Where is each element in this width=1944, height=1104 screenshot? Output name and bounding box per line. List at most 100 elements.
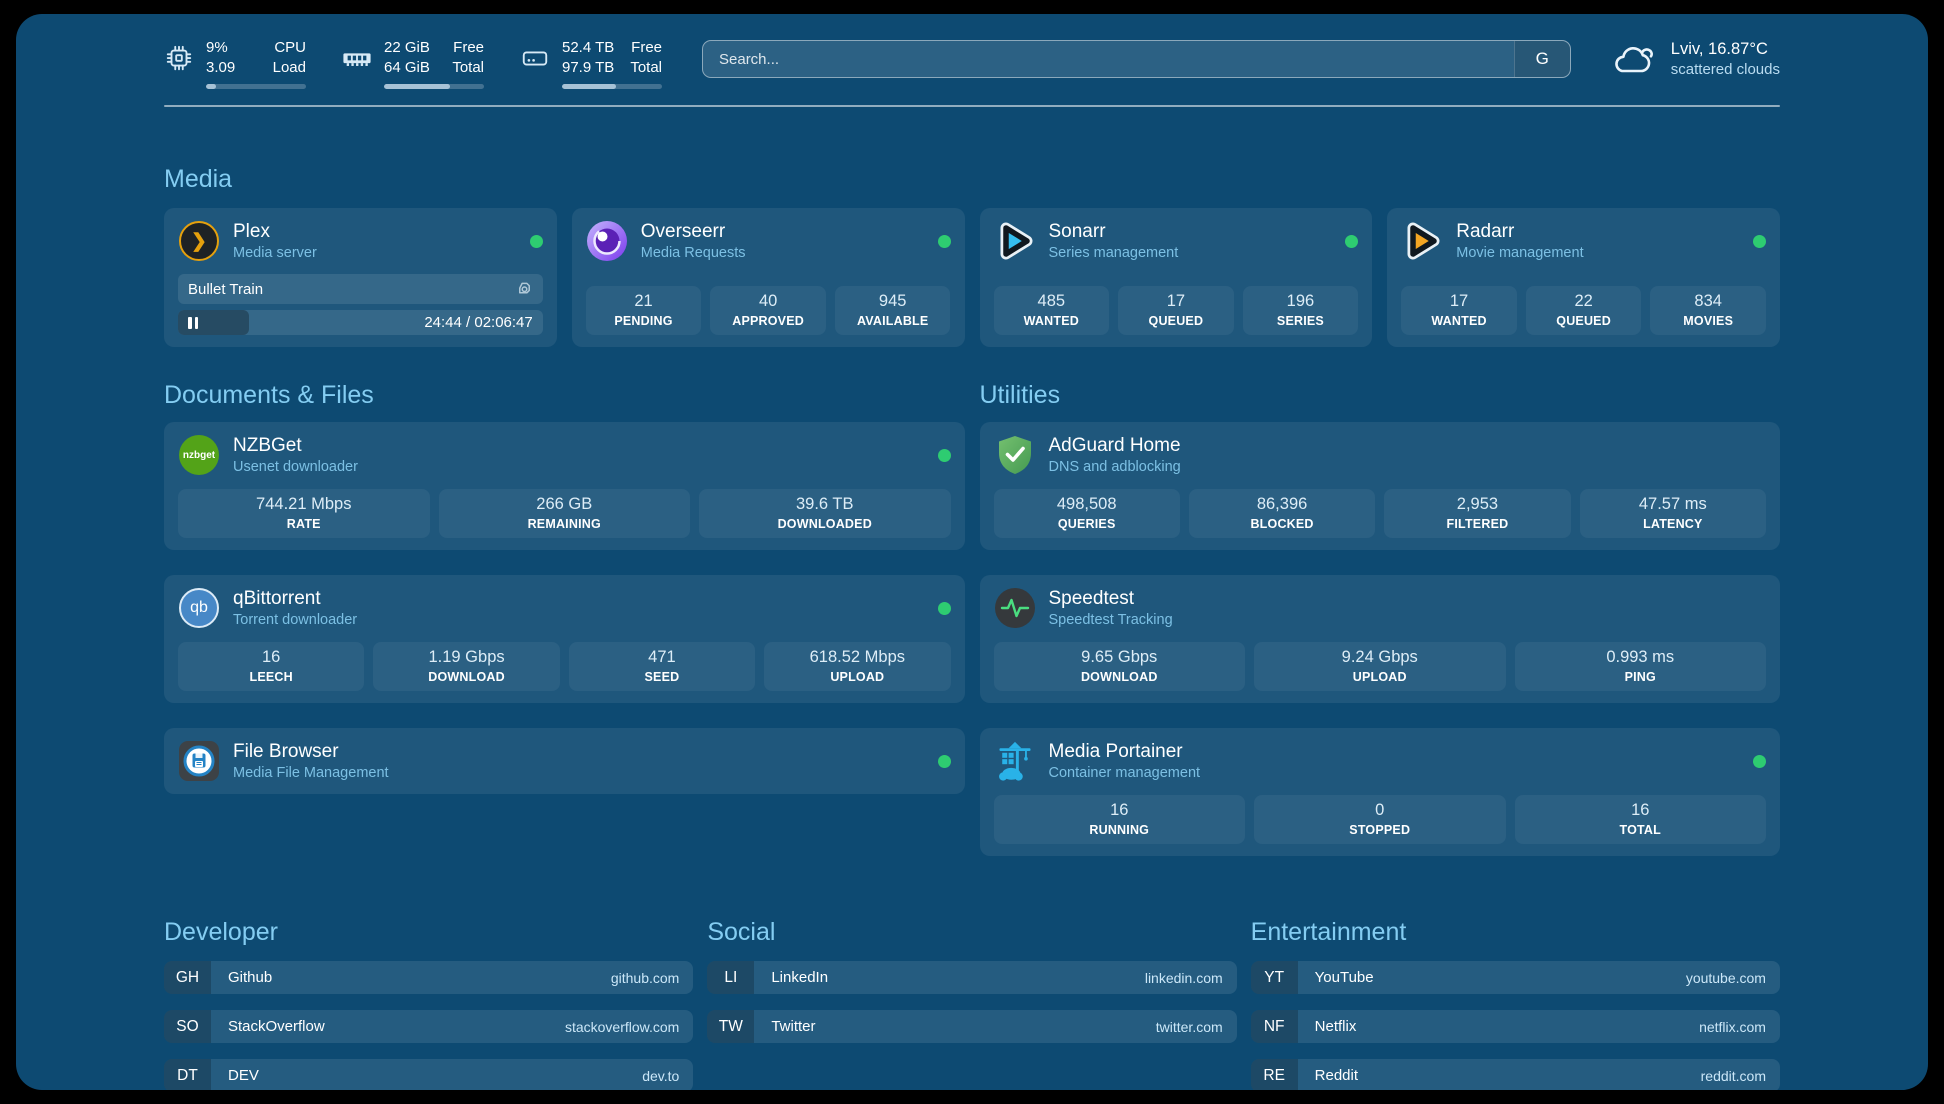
status-dot-online	[1345, 234, 1359, 248]
section-title-developer: Developer	[164, 918, 278, 946]
bookmark-abbr: DT	[164, 1059, 211, 1090]
card-nzbget-desc: Usenet downloader	[233, 459, 358, 475]
card-portainer-name: Media Portainer	[1048, 741, 1183, 762]
bookmark-group-social: Social LI LinkedIn linkedin.com TW Twitt…	[707, 918, 1237, 1090]
card-overseerr-name: Overseerr	[640, 221, 726, 242]
stat-wanted: 485 WANTED	[993, 286, 1110, 335]
memory-progress-fill	[384, 84, 450, 89]
card-radarr-desc: Movie management	[1456, 245, 1584, 261]
stat-movies: 834 MOVIES	[1650, 286, 1766, 335]
card-portainer[interactable]: Media Portainer Container management 16 …	[979, 728, 1780, 856]
top-bar: 9% 3.09 CPU Load	[164, 38, 1780, 89]
portainer-icon	[998, 741, 1031, 781]
status-dot-online	[937, 448, 951, 462]
bookmark-name: StackOverflow	[228, 1018, 325, 1035]
bookmark-stackoverflow[interactable]: SO StackOverflow stackoverflow.com	[164, 1010, 694, 1043]
card-plex-desc: Media server	[233, 245, 317, 261]
bookmark-abbr: TW	[707, 1010, 755, 1043]
nzbget-icon: nzbget	[179, 435, 219, 475]
stat-wanted: 17 WANTED	[1401, 286, 1517, 335]
card-overseerr[interactable]: Overseerr Media Requests 21 PENDING 40 A…	[571, 208, 965, 347]
disk-total-label: Total	[630, 58, 662, 76]
stat-download: 9.65 Gbps DOWNLOAD	[993, 642, 1245, 691]
card-speedtest-desc: Speedtest Tracking	[1048, 612, 1173, 628]
bookmark-link: youtube.com	[1685, 969, 1766, 986]
card-speedtest[interactable]: Speedtest Speedtest Tracking 9.65 Gbps D…	[979, 575, 1780, 703]
section-title-social: Social	[707, 918, 776, 946]
memory-widget: 22 GiB 64 GiB Free Total	[342, 38, 484, 89]
cpu-progress-track	[206, 84, 306, 89]
stat-queued: 17 QUEUED	[1118, 286, 1234, 335]
section-title-media: Media	[164, 165, 233, 193]
bookmark-twitter[interactable]: TW Twitter twitter.com	[707, 1010, 1237, 1043]
cpu-load-value: 3.09	[206, 58, 236, 76]
bookmark-link: dev.to	[642, 1067, 680, 1084]
card-adguard-name: AdGuard Home	[1048, 435, 1181, 456]
plex-icon: ❯	[179, 221, 219, 261]
stat-queued: 22 QUEUED	[1525, 286, 1642, 335]
card-nzbget-name: NZBGet	[233, 435, 302, 456]
weather-widget[interactable]: Lviv, 16.87°C scattered clouds	[1609, 40, 1780, 78]
card-plex[interactable]: ❯ Plex Media server Bullet Train 24:44 /…	[164, 208, 557, 347]
memory-icon	[343, 52, 371, 66]
resource-widgets: 9% 3.09 CPU Load	[164, 38, 662, 89]
card-filebrowser[interactable]: File Browser Media File Management	[164, 728, 965, 794]
adguard-icon	[998, 436, 1031, 474]
bookmark-youtube[interactable]: YT YouTube youtube.com	[1250, 961, 1780, 994]
bookmark-group-developer: Developer GH Github github.com SO StackO…	[164, 918, 694, 1090]
bookmark-abbr: RE	[1250, 1059, 1298, 1090]
card-nzbget[interactable]: nzbget NZBGet Usenet downloader 744.21 M…	[164, 422, 965, 550]
cpu-icon	[166, 45, 192, 70]
bookmark-link: twitter.com	[1155, 1018, 1223, 1035]
cpu-widget: 9% 3.09 CPU Load	[164, 38, 306, 89]
search-input[interactable]	[702, 40, 1571, 78]
stat-approved: 40 APPROVED	[710, 286, 826, 335]
memory-free-label: Free	[453, 39, 484, 56]
stat-series: 196 SERIES	[1242, 286, 1359, 335]
bookmark-github[interactable]: GH Github github.com	[164, 961, 694, 994]
cloud-icon	[1614, 47, 1653, 73]
status-dot-online	[1753, 754, 1766, 768]
card-sonarr-name: Sonarr	[1048, 221, 1106, 242]
stat-filtered: 2,953 FILTERED	[1384, 489, 1571, 538]
bookmark-dev[interactable]: DT DEV dev.to	[164, 1059, 694, 1090]
now-playing-time: 24:44 / 02:06:47	[424, 314, 533, 331]
bookmark-link: netflix.com	[1699, 1018, 1766, 1035]
card-radarr[interactable]: Radarr Movie management 17 WANTED 22 QUE…	[1387, 208, 1780, 347]
bookmark-abbr: NF	[1250, 1010, 1298, 1043]
stat-upload: 618.52 Mbps UPLOAD	[764, 642, 951, 691]
memory-free-value: 22 GiB	[384, 39, 430, 56]
bookmark-link: reddit.com	[1700, 1067, 1766, 1084]
bookmark-linkedin[interactable]: LI LinkedIn linkedin.com	[707, 961, 1237, 994]
stat-latency: 47.57 ms LATENCY	[1579, 489, 1766, 538]
card-sonarr[interactable]: Sonarr Series management 485 WANTED 17 Q…	[979, 208, 1373, 347]
speedtest-icon	[994, 588, 1035, 628]
bookmark-name: Reddit	[1314, 1067, 1359, 1084]
bookmark-link: stackoverflow.com	[564, 1018, 680, 1035]
overseerr-icon	[586, 221, 627, 261]
card-overseerr-desc: Media Requests	[640, 245, 746, 261]
section-title-entertainment: Entertainment	[1250, 918, 1407, 946]
card-adguard[interactable]: AdGuard Home DNS and adblocking 498,508 …	[979, 422, 1780, 550]
card-qbittorrent-desc: Torrent downloader	[233, 612, 358, 628]
stat-remaining: 266 GB REMAINING	[438, 489, 690, 538]
bookmark-reddit[interactable]: RE Reddit reddit.com	[1250, 1059, 1780, 1090]
stat-total: 16 TOTAL	[1514, 795, 1766, 844]
qbittorrent-icon: qb	[179, 588, 219, 628]
radarr-icon	[1407, 222, 1440, 260]
bookmark-netflix[interactable]: NF Netflix netflix.com	[1250, 1010, 1780, 1043]
stat-queries: 498,508 QUERIES	[993, 489, 1180, 538]
stat-stopped: 0 STOPPED	[1254, 795, 1506, 844]
stat-downloaded: 39.6 TB DOWNLOADED	[699, 489, 951, 538]
disk-free-label: Free	[631, 39, 662, 56]
bookmark-name: LinkedIn	[771, 969, 829, 986]
status-dot-online	[937, 601, 951, 615]
search-engine-button[interactable]: G	[1513, 41, 1570, 77]
stat-leech: 16 LEECH	[178, 642, 365, 691]
card-qbittorrent[interactable]: qb qBittorrent Torrent downloader 16 LEE…	[164, 575, 965, 703]
card-qbittorrent-name: qBittorrent	[233, 588, 321, 609]
stat-running: 16 RUNNING	[993, 795, 1245, 844]
stat-pending: 21 PENDING	[585, 286, 702, 335]
bookmark-name: Netflix	[1314, 1018, 1357, 1035]
disk-icon	[522, 50, 548, 65]
